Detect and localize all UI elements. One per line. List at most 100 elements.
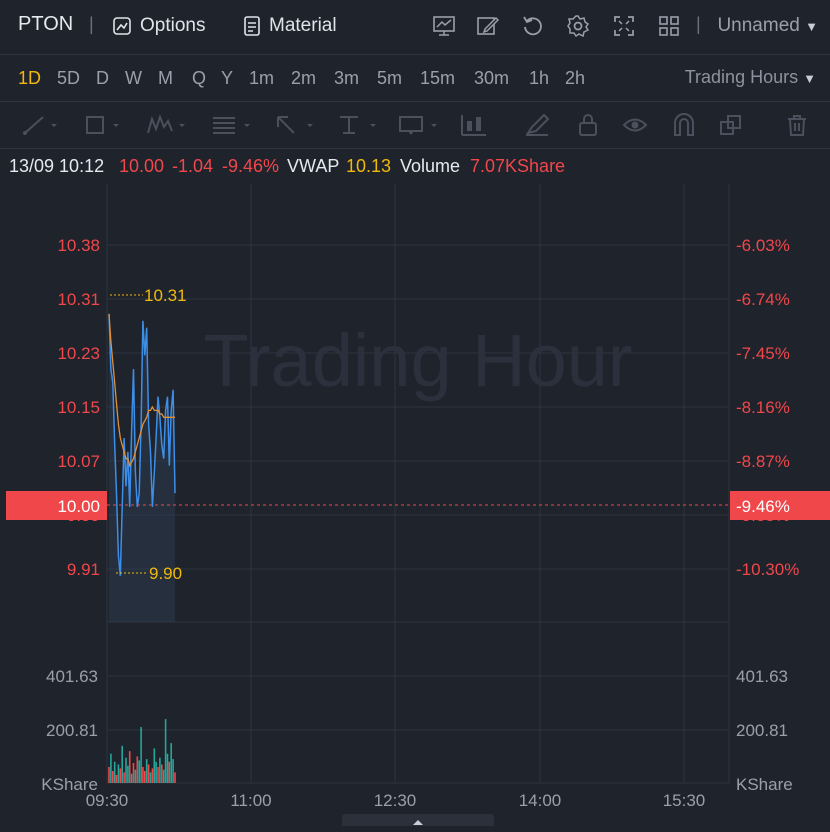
caret-down-icon: ▼ bbox=[805, 19, 818, 34]
volume-bar bbox=[127, 765, 129, 783]
volume-bar bbox=[155, 761, 157, 783]
period-3m[interactable]: 3m bbox=[334, 68, 360, 88]
quote-price: 10.00 bbox=[119, 156, 165, 176]
draw-icon[interactable] bbox=[475, 13, 501, 39]
period-5d[interactable]: 5D bbox=[57, 68, 81, 88]
volume-bar bbox=[149, 772, 152, 783]
volume-right-tick: 401.63 bbox=[736, 667, 788, 686]
volume-bar bbox=[153, 748, 156, 783]
material-button[interactable]: Material bbox=[243, 14, 337, 38]
period-5m[interactable]: 5m bbox=[377, 68, 403, 88]
volume-bar bbox=[110, 753, 112, 783]
current-price-badge bbox=[6, 491, 107, 520]
quote-change-pct: -9.46% bbox=[222, 156, 280, 176]
volume-bar bbox=[128, 751, 131, 783]
current-pct-label: -9.46% bbox=[736, 497, 790, 516]
layout-name-dropdown[interactable]: Unnamed ▼ bbox=[717, 15, 818, 37]
axis-labels: 10.3810.3110.2310.1510.079.999.91-6.03%-… bbox=[6, 236, 830, 810]
volume-bar bbox=[170, 743, 172, 783]
price-area bbox=[109, 313, 175, 622]
period-m[interactable]: M bbox=[158, 68, 173, 88]
caret-down-icon: ▼ bbox=[803, 71, 816, 86]
grid-layout-icon[interactable] bbox=[656, 13, 682, 39]
period-1d[interactable]: 1D bbox=[18, 68, 42, 88]
text-tool-icon[interactable] bbox=[337, 112, 381, 138]
volume-bar bbox=[168, 761, 171, 783]
quote-info-bar: 13/09 10:12 10.00 -1.04 -9.46% VWAP 10.1… bbox=[0, 149, 830, 183]
fullscreen-icon[interactable] bbox=[611, 13, 637, 39]
vwap-label: VWAP bbox=[287, 156, 340, 176]
label-tool-icon[interactable] bbox=[398, 112, 442, 138]
eye-icon[interactable] bbox=[622, 112, 648, 138]
volume-left-tick: 401.63 bbox=[46, 667, 98, 686]
brush-icon[interactable] bbox=[524, 112, 552, 138]
period-1m[interactable]: 1m bbox=[249, 68, 275, 88]
volume-bar bbox=[144, 771, 146, 783]
period-w[interactable]: W bbox=[125, 68, 142, 88]
y-right-tick: -10.30% bbox=[736, 560, 799, 579]
volume-right-tick: 200.81 bbox=[736, 721, 788, 740]
volume-bar bbox=[123, 772, 125, 783]
period-y[interactable]: Y bbox=[221, 68, 234, 88]
volume-left-tick: KShare bbox=[41, 775, 98, 794]
x-tick: 12:30 bbox=[374, 791, 417, 810]
volume-left-tick: 200.81 bbox=[46, 721, 98, 740]
volume-bar bbox=[119, 768, 122, 783]
price-line bbox=[108, 313, 176, 576]
ticker-symbol[interactable]: PTON bbox=[18, 13, 74, 35]
panel-toggle-tab[interactable] bbox=[342, 814, 494, 826]
volume-bar bbox=[140, 727, 142, 783]
period-30m[interactable]: 30m bbox=[474, 68, 510, 88]
low-marker-label: 9.90 bbox=[149, 564, 182, 583]
trading-hours-label: Trading Hours bbox=[684, 67, 799, 87]
indicator-icon[interactable] bbox=[431, 13, 457, 39]
volume-bar bbox=[113, 761, 116, 783]
material-label: Material bbox=[269, 15, 337, 36]
volume-bar bbox=[142, 767, 144, 783]
volume-bar bbox=[164, 719, 167, 783]
magnet-icon[interactable] bbox=[671, 112, 697, 138]
volume-bar bbox=[108, 767, 110, 783]
period-2m[interactable]: 2m bbox=[291, 68, 317, 88]
volume-bar bbox=[159, 757, 161, 783]
arrow-tool-icon[interactable] bbox=[274, 112, 318, 138]
volume-bar bbox=[121, 745, 123, 784]
y-right-tick: -7.45% bbox=[736, 344, 790, 363]
x-tick: 15:30 bbox=[663, 791, 706, 810]
rectangle-tool-icon[interactable] bbox=[84, 112, 124, 138]
volume-bar bbox=[132, 763, 135, 783]
lock-icon[interactable] bbox=[576, 112, 600, 138]
period-1h[interactable]: 1h bbox=[529, 68, 550, 88]
layers-icon[interactable] bbox=[718, 112, 744, 138]
trash-icon[interactable] bbox=[785, 112, 809, 138]
pattern-tool-icon[interactable] bbox=[146, 112, 190, 138]
price-lines: 10.31 9.90 bbox=[107, 286, 729, 583]
y-left-tick: 10.15 bbox=[57, 398, 100, 417]
volume-right-tick: KShare bbox=[736, 775, 793, 794]
high-marker-label: 10.31 bbox=[144, 286, 187, 305]
layout-name: Unnamed bbox=[717, 15, 800, 36]
volume-label: Volume bbox=[400, 156, 461, 176]
price-chart[interactable]: Trading Hour 10.31 9.90 10.38 10.31 10.23 10… bbox=[0, 184, 830, 826]
volume-bar bbox=[166, 753, 169, 783]
period-2h[interactable]: 2h bbox=[565, 68, 586, 88]
options-button[interactable]: Options bbox=[112, 14, 205, 38]
y-right-tick: -6.74% bbox=[736, 290, 790, 309]
candle-tool-icon[interactable] bbox=[460, 112, 488, 138]
chevron-up-icon bbox=[413, 820, 423, 825]
volume-bar bbox=[115, 775, 118, 783]
refresh-icon[interactable] bbox=[520, 13, 546, 39]
trading-hours-dropdown[interactable]: Trading Hours ▼ bbox=[685, 67, 816, 88]
fib-tool-icon[interactable] bbox=[211, 112, 255, 138]
line-tool-icon[interactable] bbox=[22, 112, 62, 138]
volume-bar bbox=[138, 760, 140, 783]
period-d[interactable]: D bbox=[96, 68, 109, 88]
settings-icon[interactable] bbox=[565, 13, 591, 39]
volume-bar bbox=[174, 772, 176, 783]
period-q[interactable]: Q bbox=[192, 68, 207, 88]
current-pct-badge bbox=[730, 491, 830, 520]
volume-bar bbox=[145, 759, 148, 783]
y-right-tick: -6.03% bbox=[736, 236, 790, 255]
x-tick: 14:00 bbox=[519, 791, 562, 810]
period-15m[interactable]: 15m bbox=[420, 68, 456, 88]
